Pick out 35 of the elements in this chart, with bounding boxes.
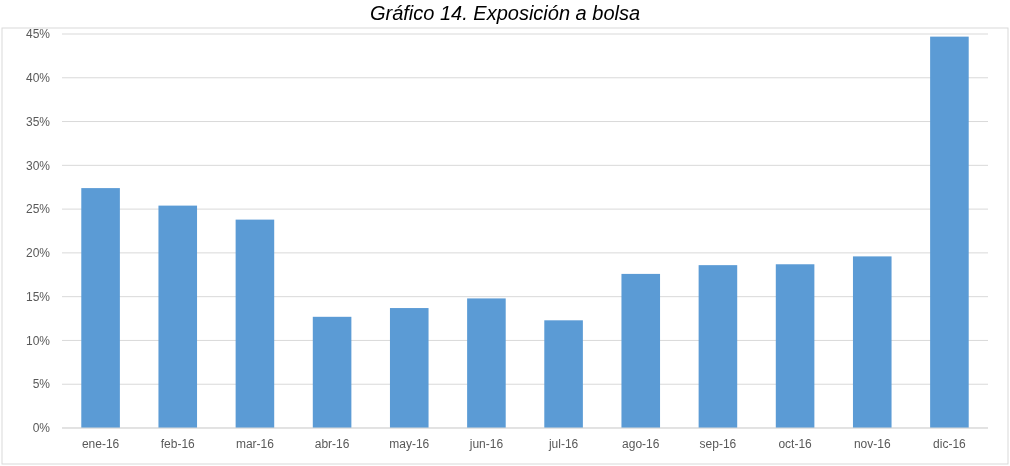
chart-title: Gráfico 14. Exposición a bolsa	[369, 2, 641, 24]
y-tick-label: 40%	[25, 70, 51, 85]
y-tick-label: 15%	[25, 289, 51, 304]
bar	[235, 219, 275, 428]
x-tick-label: oct-16	[778, 437, 813, 451]
x-tick-label: mar-16	[235, 437, 275, 451]
y-tick-label: 5%	[32, 377, 51, 392]
bar	[852, 256, 892, 428]
x-tick-label: feb-16	[160, 437, 196, 451]
y-tick-label: 45%	[25, 27, 51, 42]
x-tick-label: jun-16	[468, 437, 504, 451]
y-tick-label: 35%	[25, 114, 51, 129]
y-tick-label: 25%	[25, 202, 51, 217]
bar	[621, 273, 661, 428]
y-tick-label: 20%	[25, 246, 51, 261]
bar	[775, 264, 815, 428]
bar	[930, 36, 969, 428]
bar	[467, 298, 506, 428]
x-tick-label: ene-16	[81, 437, 120, 451]
bar	[544, 320, 583, 428]
x-tick-label: sep-16	[699, 437, 737, 451]
bar	[312, 316, 352, 428]
y-tick-label: 10%	[25, 333, 51, 348]
bar	[698, 265, 738, 428]
bar	[81, 188, 120, 428]
x-tick-label: abr-16	[314, 437, 350, 451]
x-tick-label: ago-16	[622, 437, 660, 451]
bar	[158, 205, 198, 428]
y-tick-label: 0%	[32, 421, 51, 436]
x-tick-label: nov-16	[853, 437, 891, 451]
x-tick-label: may-16	[389, 437, 430, 451]
x-tick-label: dic-16	[933, 437, 967, 451]
bar	[389, 308, 429, 428]
y-tick-label: 30%	[25, 158, 51, 173]
x-tick-label: jul-16	[547, 437, 579, 451]
